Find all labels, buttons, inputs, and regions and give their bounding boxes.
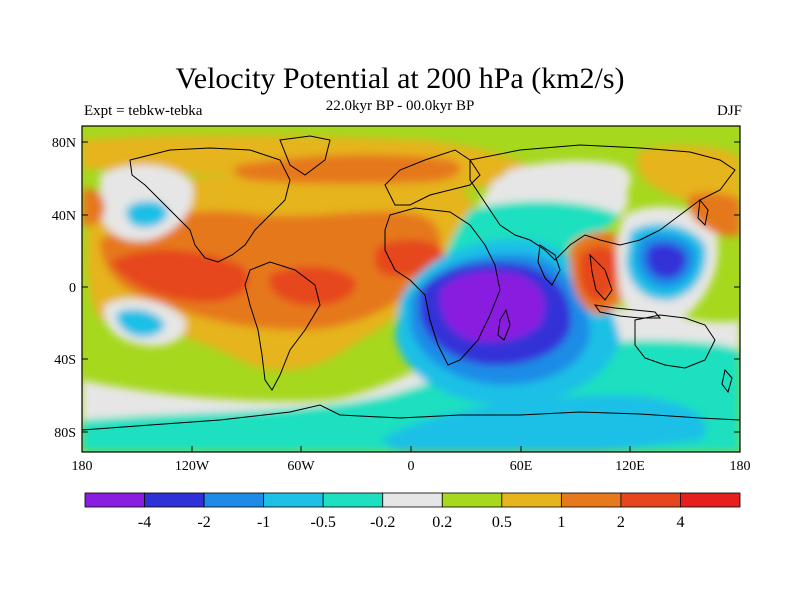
lon-label: 0 — [408, 459, 415, 474]
longitude-labels: 180 120W 60W 0 60E 120E 180 — [72, 459, 751, 474]
lat-label: 40S — [54, 353, 76, 368]
colorbar-label: -0.5 — [311, 514, 336, 531]
colorbar-label: 2 — [617, 514, 625, 531]
season-label: DJF — [716, 103, 742, 119]
colorbar-label: -0.2 — [370, 514, 395, 531]
lon-label: 60E — [510, 459, 533, 474]
map-subtitle: 22.0kyr BP - 00.0kyr BP — [325, 98, 475, 114]
colorbar-label: -2 — [197, 514, 210, 531]
coast-india — [537, 244, 561, 286]
colorbar-swatch — [322, 492, 384, 508]
coast-south-america — [244, 261, 321, 391]
coast-greenland — [279, 135, 331, 176]
contour-negative-north-pacific — [126, 200, 168, 228]
latitude-labels: 80N 40N 0 40S 80S — [52, 136, 76, 441]
experiment-label: Expt = tebkw-tebka — [84, 103, 203, 119]
colorbar-swatch — [441, 492, 503, 508]
contour-mid-positive-north — [233, 154, 461, 185]
coast-asia — [469, 144, 736, 261]
lon-label: 120W — [175, 459, 210, 474]
colorbar-swatch — [144, 492, 205, 508]
lat-label: 40N — [52, 209, 76, 224]
contour-extreme-negative-indian — [440, 271, 545, 342]
colorbar-swatch — [263, 492, 324, 508]
colorbar-label: 0.2 — [432, 514, 452, 531]
lat-label: 80S — [54, 426, 76, 441]
colorbar-swatch — [560, 492, 622, 508]
coast-europe — [384, 149, 481, 206]
contour-field — [82, 126, 740, 452]
colorbar: -4 -2 -1 -0.5 -0.2 0.2 0.5 1 2 4 — [84, 492, 741, 531]
contour-strong-positive-east-pacific — [110, 249, 249, 302]
colorbar-label: 4 — [676, 514, 684, 531]
coast-southeast-asia — [589, 253, 613, 301]
coast-australia — [634, 314, 716, 369]
colorbar-label: 1 — [557, 514, 565, 531]
contour-strong-positive-maritime — [578, 246, 618, 302]
colorbar-swatch — [382, 492, 443, 508]
coastlines — [82, 135, 740, 431]
lon-label: 120E — [615, 459, 645, 474]
lat-label: 0 — [69, 281, 76, 296]
colorbar-swatch — [501, 492, 562, 508]
colorbar-label: -4 — [138, 514, 151, 531]
contour-mid-positive-west-edge — [82, 188, 105, 227]
contour-mid-negative-south — [380, 395, 707, 452]
coast-antarctica — [82, 404, 740, 431]
coast-new-zealand — [721, 368, 733, 394]
contour-negative-south-pacific — [116, 309, 165, 337]
lon-label: 60W — [287, 459, 315, 474]
colorbar-label: 0.5 — [492, 514, 512, 531]
colorbar-swatch — [203, 492, 265, 508]
lat-label: 80N — [52, 136, 76, 151]
colorbar-swatch — [680, 492, 741, 508]
coast-japan — [697, 198, 709, 227]
axis-ticks — [81, 141, 741, 452]
contour-mid-positive-northeast — [687, 192, 740, 237]
contour-neutral-arctic-asia — [503, 160, 631, 200]
colorbar-swatch — [84, 492, 145, 508]
contour-weak-positive-asia — [636, 145, 740, 205]
contour-very-negative-west-pacific — [646, 243, 687, 279]
colorbar-label: -1 — [257, 514, 270, 531]
coast-north-america — [129, 147, 291, 263]
coast-madagascar — [497, 308, 511, 341]
lon-label: 180 — [72, 459, 93, 474]
colorbar-swatch — [620, 492, 681, 508]
coast-indonesia — [593, 304, 662, 319]
lon-label: 180 — [730, 459, 751, 474]
coast-africa — [384, 207, 501, 366]
contour-strong-positive-atlantic — [269, 266, 356, 306]
map-title: Velocity Potential at 200 hPa (km2/s) — [175, 62, 625, 95]
